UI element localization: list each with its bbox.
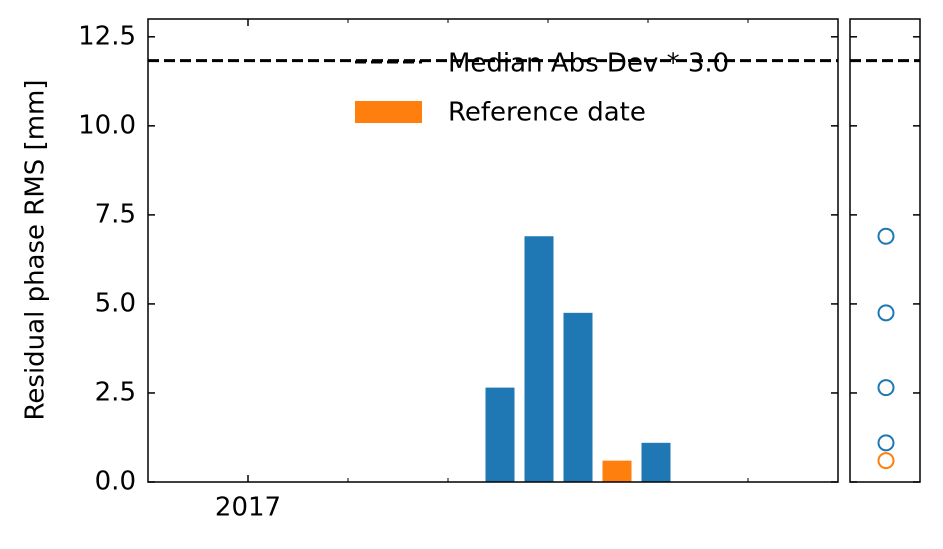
bar bbox=[485, 387, 515, 482]
bar bbox=[524, 236, 554, 482]
side-point bbox=[877, 452, 895, 470]
axes-frame bbox=[147, 18, 839, 483]
y-tick-label: 0.0 bbox=[95, 467, 136, 497]
y-tick-label: 2.5 bbox=[95, 377, 136, 407]
y-tick-label: 12.5 bbox=[78, 21, 136, 51]
side-point bbox=[877, 434, 895, 452]
bar bbox=[602, 460, 632, 482]
side-point bbox=[877, 379, 895, 397]
y-axis-label: Residual phase RMS [mm] bbox=[21, 80, 51, 421]
side-point bbox=[877, 227, 895, 245]
legend-label: Reference date bbox=[448, 98, 646, 128]
y-tick-label: 7.5 bbox=[95, 199, 136, 229]
side-point bbox=[877, 304, 895, 322]
bar bbox=[641, 442, 671, 482]
bar bbox=[563, 312, 593, 482]
legend-swatch bbox=[355, 101, 422, 123]
side-frame bbox=[849, 18, 921, 483]
y-tick-label: 10.0 bbox=[78, 110, 136, 140]
y-tick-label: 5.0 bbox=[95, 288, 136, 318]
x-tick-label: 2017 bbox=[215, 493, 281, 523]
legend-label: Median Abs Dev * 3.0 bbox=[448, 49, 729, 79]
